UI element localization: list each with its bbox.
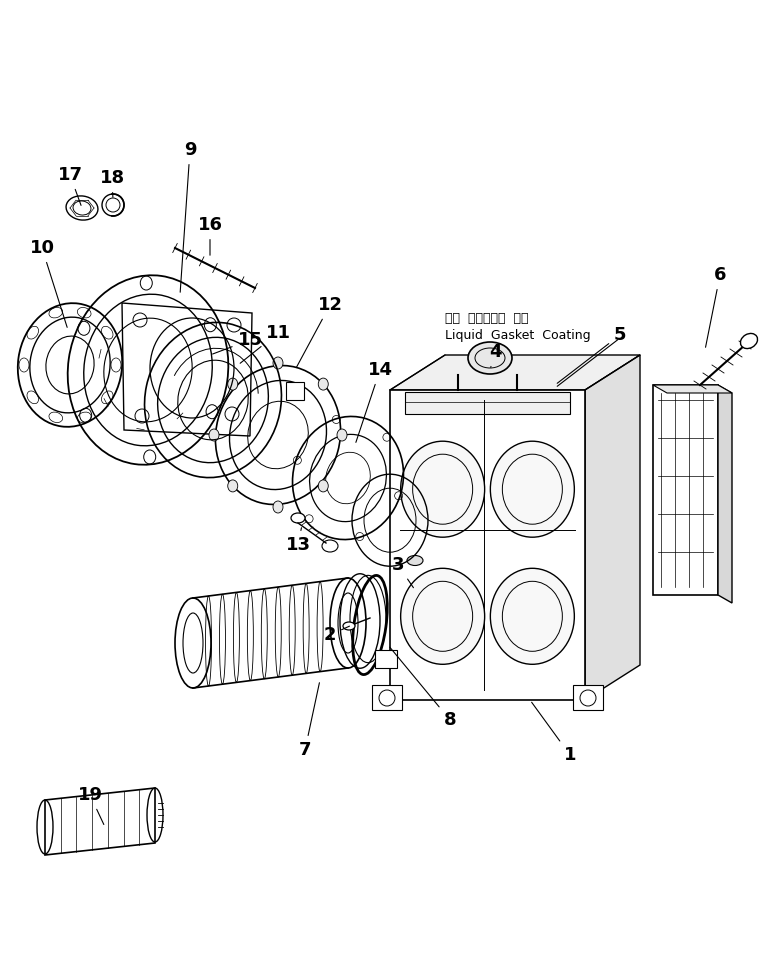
Ellipse shape [273, 357, 283, 369]
Text: 6: 6 [705, 266, 727, 347]
Ellipse shape [468, 342, 512, 374]
Text: 3: 3 [392, 556, 413, 588]
Bar [653, 385, 718, 595]
Text: 18: 18 [99, 169, 124, 198]
Bar [372, 685, 402, 710]
Text: 1: 1 [532, 702, 576, 764]
Ellipse shape [291, 513, 305, 523]
Text: 7: 7 [299, 683, 319, 759]
Text: 14: 14 [356, 361, 392, 442]
Text: 2: 2 [323, 626, 349, 644]
Ellipse shape [407, 555, 423, 566]
Ellipse shape [209, 429, 219, 441]
Bar [390, 390, 585, 700]
Bar [405, 392, 570, 414]
Polygon shape [390, 355, 640, 390]
Text: 17: 17 [57, 166, 82, 205]
Ellipse shape [318, 480, 328, 492]
Text: 12: 12 [296, 296, 342, 367]
Text: 5: 5 [557, 326, 626, 384]
Bar [375, 650, 397, 668]
Ellipse shape [273, 501, 283, 513]
Polygon shape [585, 355, 640, 700]
Ellipse shape [401, 441, 485, 537]
Polygon shape [718, 385, 732, 603]
Polygon shape [45, 788, 155, 855]
Ellipse shape [741, 334, 757, 348]
Text: 9: 9 [180, 141, 197, 292]
Polygon shape [122, 303, 252, 436]
Ellipse shape [228, 480, 238, 492]
Text: 8: 8 [390, 647, 456, 729]
Text: Liquid  Gasket  Coating: Liquid Gasket Coating [445, 329, 590, 341]
Text: 10: 10 [30, 239, 67, 327]
Ellipse shape [343, 622, 355, 630]
Ellipse shape [401, 569, 485, 665]
Text: 16: 16 [197, 216, 222, 255]
Text: 11: 11 [240, 324, 290, 363]
Text: 液状  ガスケット  塗布: 液状 ガスケット 塗布 [445, 312, 529, 324]
Bar [286, 382, 304, 400]
Text: 19: 19 [78, 786, 104, 825]
Ellipse shape [490, 441, 575, 537]
Text: 13: 13 [286, 527, 311, 554]
Ellipse shape [337, 429, 347, 441]
Ellipse shape [318, 378, 328, 390]
Polygon shape [653, 385, 732, 393]
Text: 15: 15 [213, 331, 262, 354]
Ellipse shape [490, 569, 575, 665]
Text: 4: 4 [489, 343, 501, 367]
Bar [573, 685, 603, 710]
Ellipse shape [228, 378, 238, 390]
